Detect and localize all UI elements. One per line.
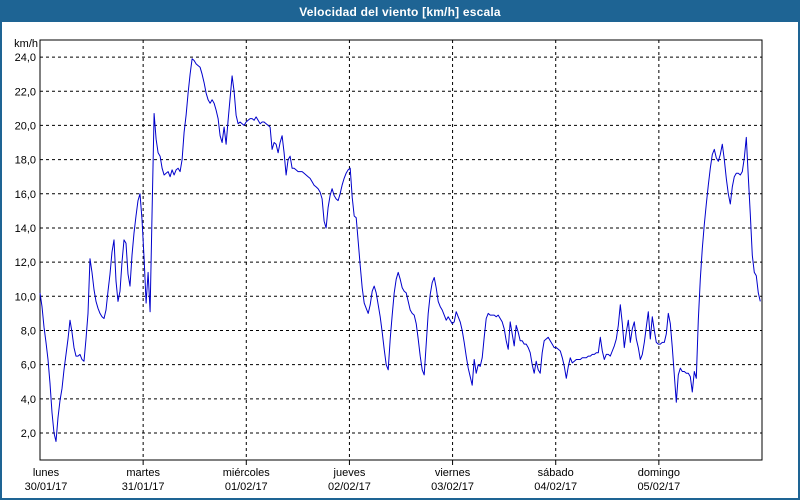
y-tick-label: 18,0 (15, 155, 36, 167)
y-tick-label: 4,0 (21, 394, 36, 406)
series-line (39, 58, 761, 442)
day-date-label: 02/02/17 (328, 481, 371, 493)
y-tick-label: 8,0 (21, 325, 36, 337)
day-date-label: 04/02/17 (534, 481, 577, 493)
y-tick-label: 14,0 (15, 223, 36, 235)
day-date-label: 05/02/17 (637, 481, 680, 493)
y-tick-label: 12,0 (15, 257, 36, 269)
chart-title: Velocidad del viento [km/h] escala (299, 5, 501, 19)
y-tick-label: 24,0 (15, 52, 36, 64)
day-date-label: 01/02/17 (225, 481, 268, 493)
y-tick-label: 10,0 (15, 291, 36, 303)
y-tick-label: 2,0 (21, 428, 36, 440)
day-name-label: lunes (33, 467, 60, 479)
day-name-label: viernes (435, 467, 471, 479)
day-name-label: jueves (333, 467, 366, 479)
day-name-label: sábado (538, 467, 574, 479)
y-axis-unit-label: km/h (14, 38, 38, 50)
plot-border (39, 39, 763, 461)
day-date-label: 30/01/17 (25, 481, 68, 493)
y-tick-label: 20,0 (15, 120, 36, 132)
day-name-label: miércoles (223, 467, 271, 479)
y-tick-label: 6,0 (21, 360, 36, 372)
y-tick-label: 22,0 (15, 86, 36, 98)
wind-speed-chart: 24,0 22,0 20,0 18,0 16,0 14,0 12,0 10,0 8,0 6,0 4,… (14, 38, 763, 493)
day-date-label: 31/01/17 (122, 481, 165, 493)
day-name-label: domingo (638, 467, 680, 479)
day-date-label: 03/02/17 (431, 481, 474, 493)
day-name-label: martes (126, 467, 160, 479)
y-tick-label: 16,0 (15, 189, 36, 201)
title-bar: Velocidad del viento [km/h] escala (2, 2, 798, 22)
chart-area: 24,0 22,0 20,0 18,0 16,0 14,0 12,0 10,0 8,0 6,0 4,… (2, 22, 798, 498)
